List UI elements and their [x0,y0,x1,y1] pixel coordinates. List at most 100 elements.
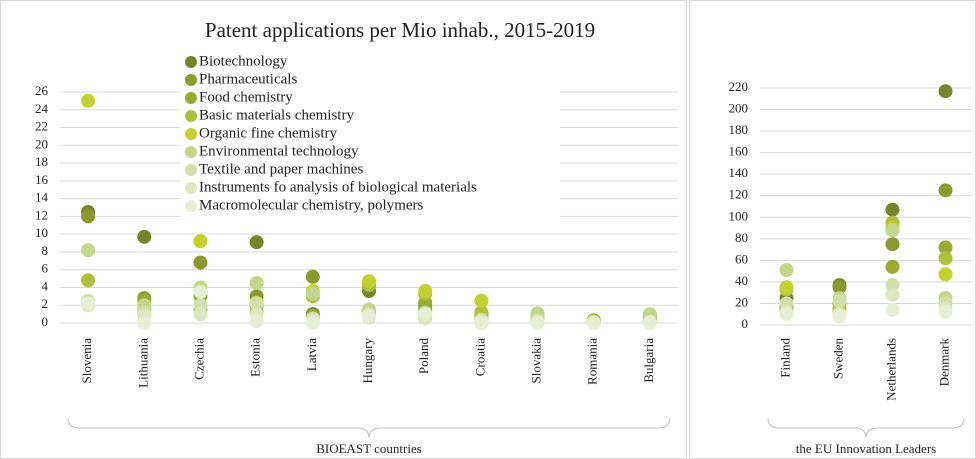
dot [779,280,794,295]
y-tick-label: 120 [729,187,749,202]
y-tick-label: 80 [735,230,748,245]
y-tick-label: 180 [729,122,749,137]
dot [137,316,152,330]
legend-marker [185,110,197,122]
dot [249,314,264,329]
group-label: the EU Innovation Leaders [796,441,936,456]
dot [249,276,264,291]
y-tick-label: 16 [35,172,49,187]
y-tick-label: 4 [42,278,49,293]
panel-border [689,0,976,459]
y-tick-label: 26 [35,83,49,98]
y-tick-label: 40 [735,273,748,288]
y-tick-label: 14 [35,190,49,205]
chart-title: Patent applications per Mio inhab., 2015… [205,18,595,42]
dot [137,229,152,244]
legend-marker [185,128,197,140]
dot [193,284,208,299]
legend-label: Biotechnology [199,53,288,69]
dot [779,263,794,278]
y-tick-label: 8 [42,243,49,258]
legend-label: Macromolecular chemistry, polymers [199,197,424,213]
dot [474,315,489,330]
y-tick-label: 140 [729,165,749,180]
y-tick-label: 0 [742,316,749,331]
legend-marker [185,200,197,212]
x-tick-label: Sweden [830,338,845,380]
legend-marker [185,146,197,158]
x-tick-label: Slovenia [79,338,94,384]
dot [193,255,208,270]
dot [938,183,953,198]
dot [885,223,900,238]
dot [305,269,320,284]
group-brace [767,417,965,439]
dot [832,294,847,309]
legend-label: Organic fine chemistry [199,125,338,141]
dot [81,273,96,288]
dot [362,274,376,289]
y-tick-label: 10 [35,225,48,240]
dot [586,316,601,330]
dot [885,287,900,302]
y-tick-label: 20 [735,294,748,309]
dot [938,267,953,282]
y-tick-label: 20 [35,136,48,151]
x-tick-label: Bulgaria [641,338,656,383]
legend-label: Instruments fo analysis of biological ma… [199,179,477,195]
x-tick-label: Slovakia [529,338,544,384]
x-tick-label: Czechia [191,338,206,380]
x-tick-label: Netherlands [883,338,898,401]
dot [530,316,545,330]
legend-label: Food chemistry [199,89,293,105]
dot [885,237,900,252]
dot [249,296,264,311]
dot [938,305,953,320]
y-tick-label: 0 [42,314,49,329]
dot [193,307,208,322]
x-tick-label: Hungary [360,338,375,384]
y-tick-label: 22 [35,119,48,134]
y-tick-label: 24 [35,101,49,116]
x-tick-label: Estonia [248,338,263,377]
legend-marker [185,74,197,86]
x-tick-label: Finland [777,338,792,378]
x-tick-label: Lithuania [135,338,150,388]
x-tick-label: Croatia [472,338,487,376]
dot [193,234,208,249]
dot [81,243,96,258]
x-tick-label: Romania [585,338,600,385]
dot [418,284,433,299]
dot [418,307,433,322]
legend-marker [185,164,197,176]
dot [305,286,320,301]
dot [362,308,376,323]
legend-label: Environmental technology [199,143,359,159]
y-tick-label: 200 [729,101,749,116]
x-tick-label: Poland [416,338,431,375]
group-label: BIOEAST countries [316,441,422,456]
y-tick-label: 220 [729,79,749,94]
x-tick-label: Denmark [936,338,951,387]
y-tick-label: 18 [35,154,48,169]
legend-marker [185,92,197,104]
group-brace [67,417,671,439]
y-tick-label: 60 [735,251,748,266]
legend-marker [185,56,197,68]
dot [249,235,264,250]
y-tick-label: 6 [42,261,49,276]
dot [885,302,900,317]
dot [305,316,320,330]
y-tick-label: 2 [42,296,49,311]
dot [832,280,847,295]
dot [938,251,953,266]
dot [81,93,96,108]
dot [779,307,794,322]
dot [474,293,489,308]
dot [642,316,657,330]
legend-label: Pharmaceuticals [199,71,297,87]
dot [938,240,953,255]
legend-label: Textile and paper machines [199,161,363,177]
dot [832,309,847,324]
